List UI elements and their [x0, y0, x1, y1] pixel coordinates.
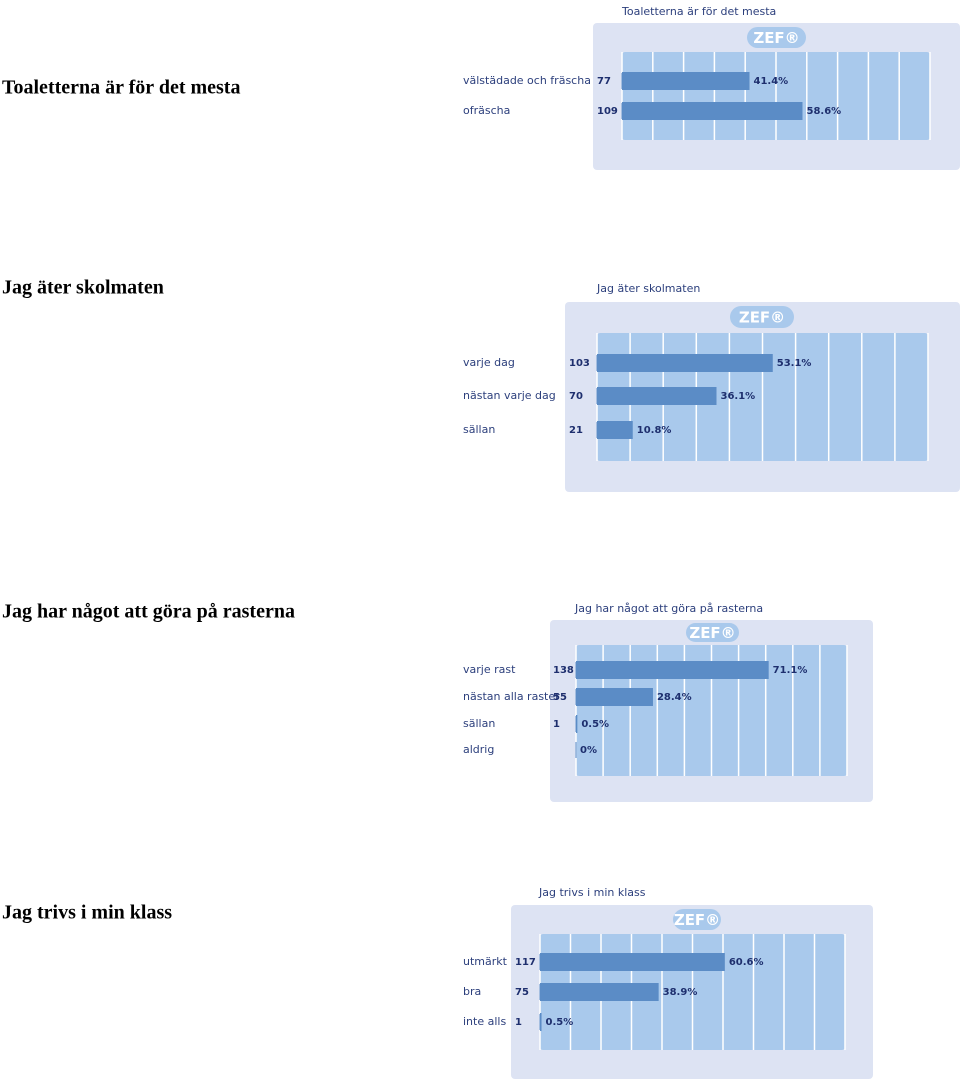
value-label: 28.4% — [657, 692, 692, 703]
logo: ZEF® — [689, 624, 735, 642]
count-label: 70 — [569, 391, 583, 402]
category-label: bra — [463, 985, 481, 998]
value-label: 71.1% — [773, 665, 808, 676]
count-label: 138 — [553, 665, 574, 676]
category-label: utmärkt — [463, 955, 508, 968]
category-label: sällan — [463, 423, 495, 436]
count-label: 117 — [515, 957, 536, 968]
logo: ZEF® — [674, 911, 720, 929]
logo: ZEF® — [753, 29, 799, 47]
bar — [540, 953, 725, 971]
category-label: nästan alla raster — [463, 690, 560, 703]
count-label: 103 — [569, 358, 590, 369]
value-label: 53.1% — [777, 358, 812, 369]
bar — [597, 421, 633, 439]
count-label: 77 — [597, 76, 611, 87]
value-label: 38.9% — [663, 987, 698, 998]
value-label: 60.6% — [729, 957, 764, 968]
category-label: nästan varje dag — [463, 389, 556, 402]
count-label: 1 — [515, 1017, 522, 1028]
chart-title: Jag har något att göra på rasterna — [574, 602, 763, 615]
chart-title: Toaletterna är för det mesta — [621, 5, 776, 18]
bar — [622, 72, 750, 90]
category-label: välstädade och fräscha — [463, 74, 591, 87]
chart-title: Jag äter skolmaten — [596, 282, 700, 295]
value-label: 0.5% — [546, 1017, 574, 1028]
count-label: 75 — [515, 987, 529, 998]
count-label: 21 — [569, 425, 583, 436]
value-label: 0% — [580, 745, 597, 756]
category-label: sällan — [463, 717, 495, 730]
category-label: varje rast — [463, 663, 516, 676]
value-label: 41.4% — [754, 76, 789, 87]
section-heading: Jag trivs i min klass — [2, 902, 172, 924]
bar — [597, 354, 773, 372]
bar — [576, 715, 578, 733]
logo-badge — [747, 27, 806, 48]
category-label: aldrig — [463, 743, 494, 756]
bar — [540, 983, 659, 1001]
category-label: ofräscha — [463, 104, 510, 117]
bar — [540, 1013, 542, 1031]
section-heading: Toaletterna är för det mesta — [2, 77, 240, 99]
section-heading: Jag äter skolmaten — [2, 277, 164, 299]
value-label: 58.6% — [806, 106, 841, 117]
category-label: varje dag — [463, 356, 515, 369]
count-label: 109 — [597, 106, 618, 117]
value-label: 0.5% — [581, 719, 609, 730]
logo-badge — [673, 909, 721, 930]
count-label: 1 — [553, 719, 560, 730]
logo-badge — [730, 306, 794, 328]
bar — [622, 102, 803, 120]
bar — [576, 661, 769, 679]
category-label: inte alls — [463, 1015, 506, 1028]
bar — [576, 688, 653, 706]
logo-badge — [686, 623, 739, 642]
logo: ZEF® — [739, 309, 785, 327]
section-heading: Jag har något att göra på rasterna — [2, 601, 295, 623]
value-label: 36.1% — [720, 391, 755, 402]
chart-title: Jag trivs i min klass — [538, 886, 646, 899]
count-label: 55 — [553, 692, 567, 703]
bar — [597, 387, 717, 405]
value-label: 10.8% — [637, 425, 672, 436]
